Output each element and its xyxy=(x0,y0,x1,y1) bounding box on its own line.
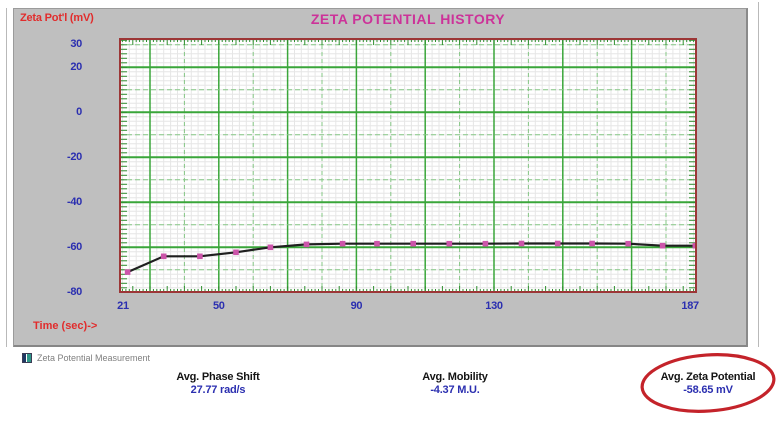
y-tick-label: -60 xyxy=(67,240,82,253)
data-point-marker xyxy=(446,240,453,247)
x-axis-title: Time (sec)-> xyxy=(33,320,98,332)
data-point-marker xyxy=(625,240,631,247)
stat-avg-mobility-value: -4.37 M.U. xyxy=(430,384,480,396)
stat-avg-phase-shift-label: Avg. Phase Shift xyxy=(176,371,260,383)
data-point-marker xyxy=(410,240,416,247)
zeta-history-plot xyxy=(119,38,699,294)
data-point-marker xyxy=(233,249,239,256)
data-point-marker xyxy=(160,253,167,260)
highlight-ellipse xyxy=(640,353,776,413)
data-point-marker xyxy=(303,241,310,248)
measurement-panel: Zeta Potential Measurement Avg. Phase Sh… xyxy=(0,347,783,433)
data-point-marker xyxy=(374,240,380,247)
stat-avg-phase-shift-value: 27.77 rad/s xyxy=(190,384,246,396)
y-tick-label: 30 xyxy=(70,38,82,51)
measurement-tab-label: Zeta Potential Measurement xyxy=(37,353,151,363)
y-tick-label: -20 xyxy=(67,150,82,163)
stat-avg-zeta-potential-value: -58.65 mV xyxy=(683,384,733,396)
measurement-tab[interactable]: Zeta Potential Measurement xyxy=(22,353,150,363)
stat-avg-phase-shift: Avg. Phase Shift 27.77 rad/s xyxy=(176,371,259,396)
data-point-marker xyxy=(339,240,346,247)
y-tick-label: 0 xyxy=(76,105,82,118)
x-tick-label: 50 xyxy=(212,300,225,312)
data-point-marker xyxy=(197,253,203,260)
data-point-marker xyxy=(482,240,489,247)
y-tick-label: -80 xyxy=(67,285,82,298)
data-point-marker xyxy=(659,242,666,249)
data-point-marker xyxy=(267,244,274,251)
y-axis-title: Zeta Pot'l (mV) xyxy=(20,12,94,24)
chart-title: ZETA POTENTIAL HISTORY xyxy=(310,11,506,27)
x-tick-label: 130 xyxy=(485,300,503,312)
x-tick-label: 21 xyxy=(117,300,129,312)
x-tick-label: 187 xyxy=(681,300,699,312)
plot-area xyxy=(119,38,699,294)
stat-avg-zeta-potential: Avg. Zeta Potential -58.65 mV xyxy=(661,371,756,396)
data-point-marker xyxy=(518,240,525,247)
app-window-icon xyxy=(22,353,32,363)
window-edge-right xyxy=(758,2,759,347)
stat-avg-mobility-label: Avg. Mobility xyxy=(422,371,488,383)
data-point-marker xyxy=(554,240,561,247)
data-point-marker xyxy=(589,240,595,247)
data-point-marker xyxy=(124,269,131,275)
window-edge-left xyxy=(6,8,7,347)
stat-avg-mobility: Avg. Mobility -4.37 M.U. xyxy=(422,371,488,396)
y-tick-label: 20 xyxy=(70,60,82,73)
x-tick-label: 90 xyxy=(350,300,363,312)
stat-avg-zeta-potential-label: Avg. Zeta Potential xyxy=(660,371,756,383)
y-tick-label: -40 xyxy=(67,195,82,208)
